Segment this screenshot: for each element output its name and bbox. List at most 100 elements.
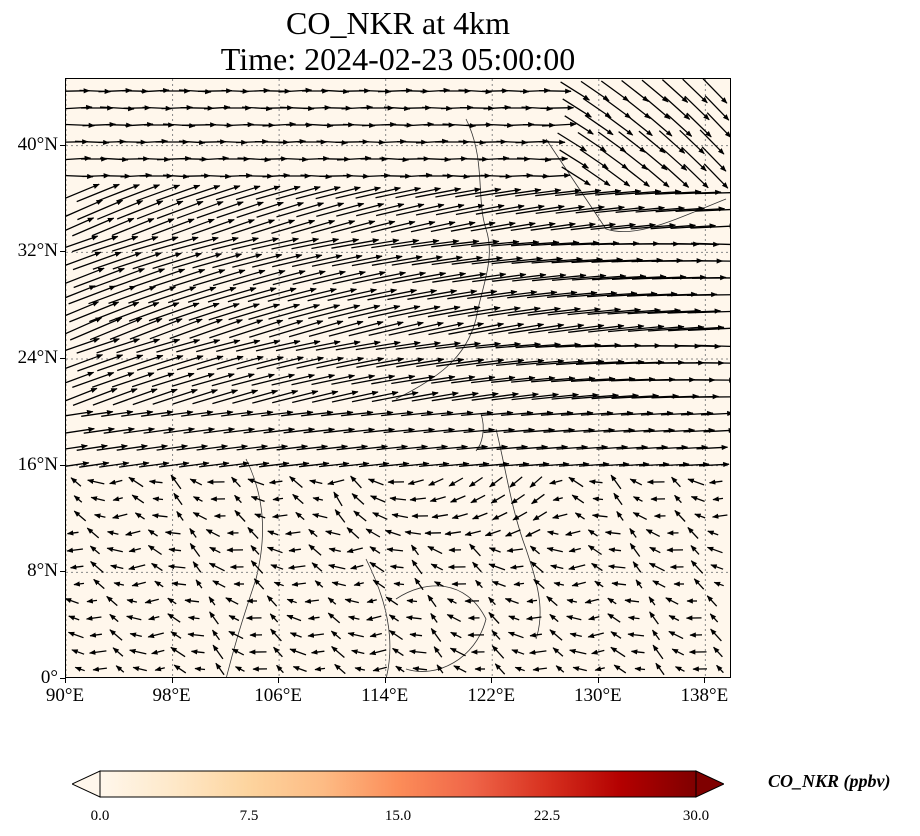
wind-vector	[556, 444, 589, 450]
wind-vector	[88, 285, 137, 305]
wind-vector	[66, 337, 100, 351]
wind-vector	[555, 205, 605, 214]
wind-vector	[132, 252, 182, 270]
wind-vector	[525, 528, 541, 538]
wind-vector	[649, 546, 661, 554]
wind-vector	[347, 615, 360, 621]
wind-vector	[286, 598, 297, 604]
wind-vector	[476, 358, 525, 367]
wind-vector	[156, 200, 204, 220]
wind-vector	[316, 356, 365, 369]
wind-vector	[467, 289, 518, 300]
wind-vector	[447, 289, 498, 300]
wind-vector	[89, 317, 143, 341]
wind-vector	[535, 204, 585, 215]
wind-vector	[615, 205, 666, 213]
wind-vector	[451, 391, 499, 402]
wind-vector	[706, 546, 723, 554]
wind-vector	[410, 544, 420, 556]
wind-vector	[289, 476, 303, 488]
wind-vector	[311, 254, 363, 267]
wind-vector	[335, 340, 381, 351]
wind-vector	[207, 287, 257, 303]
wind-vector	[472, 561, 482, 573]
wind-vector	[532, 511, 548, 521]
wind-vector	[530, 222, 576, 231]
wind-vector	[560, 81, 590, 101]
wind-vector	[412, 271, 467, 284]
wind-vector	[690, 545, 700, 555]
wind-vector	[211, 237, 259, 251]
wind-vector	[256, 356, 304, 370]
wind-vector	[133, 268, 186, 288]
wind-vector	[336, 202, 385, 217]
wind-vector	[687, 478, 705, 486]
x-tick-mark-4	[491, 678, 493, 683]
wind-vector	[273, 646, 283, 658]
wind-vector	[192, 512, 207, 520]
wind-vector	[436, 444, 469, 451]
wind-vector	[109, 317, 163, 341]
wind-vector	[391, 391, 439, 402]
wind-vector	[323, 427, 356, 434]
wind-vector	[571, 257, 624, 264]
wind-vector	[455, 204, 505, 216]
wind-vector	[488, 322, 545, 335]
y-tick-mark-5	[60, 144, 65, 146]
wind-vector	[709, 613, 719, 623]
wind-vector	[384, 529, 401, 537]
wind-vector	[176, 339, 221, 353]
wind-vector	[433, 581, 444, 587]
wind-vector	[427, 545, 443, 555]
wind-vector	[215, 662, 225, 676]
wind-vector	[236, 356, 284, 370]
wind-vector	[658, 130, 686, 154]
wind-vector	[515, 342, 562, 349]
wind-vector	[96, 338, 141, 354]
wind-vector	[106, 530, 119, 536]
wind-vector	[436, 358, 485, 367]
wind-vector	[671, 476, 681, 488]
coast-borneo	[395, 585, 487, 672]
wind-vector	[684, 95, 710, 121]
wind-vector	[161, 410, 194, 417]
wind-vector	[610, 474, 622, 490]
wind-vector	[270, 628, 282, 642]
colorbar-tick-label-2: 15.0	[384, 808, 412, 824]
wind-vector	[372, 271, 427, 284]
wind-vector	[327, 612, 341, 624]
wind-vector	[355, 186, 402, 199]
wind-vector	[347, 288, 398, 301]
wind-vector	[451, 375, 496, 384]
wind-vector	[262, 121, 297, 127]
wind-vector	[590, 222, 637, 231]
wind-vector	[415, 187, 462, 198]
wind-vector	[386, 547, 404, 553]
wind-vector	[351, 220, 396, 234]
wind-vector	[221, 410, 254, 417]
wind-vector	[271, 513, 288, 519]
wind-vector	[259, 461, 290, 468]
wind-vector	[622, 164, 650, 188]
wind-vector	[79, 461, 110, 468]
wind-vector	[475, 187, 522, 198]
wind-vector	[66, 267, 105, 284]
wind-vector	[355, 340, 401, 351]
wind-vector	[227, 287, 277, 303]
wind-vector	[419, 461, 450, 468]
wind-vector	[73, 510, 87, 522]
wind-vector	[635, 579, 643, 589]
wind-vector	[648, 562, 665, 572]
wind-vector	[128, 564, 146, 571]
wind-vector	[568, 323, 625, 333]
y-tick-label-4: 32°N	[17, 240, 58, 262]
wind-vector	[634, 666, 646, 672]
wind-vector	[561, 166, 591, 186]
wind-vector	[66, 547, 83, 553]
wind-vector	[129, 632, 142, 638]
wind-vector	[674, 666, 685, 672]
wind-vector	[93, 578, 105, 590]
wind-vector	[66, 301, 100, 317]
wind-vector	[66, 183, 100, 199]
wind-vector	[620, 410, 654, 416]
